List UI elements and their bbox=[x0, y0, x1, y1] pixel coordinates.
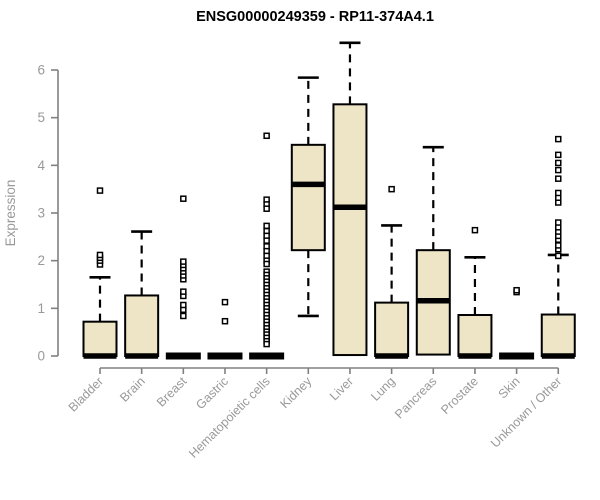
outlier-point bbox=[555, 219, 562, 226]
x-tick-label: Unknown / Other bbox=[488, 374, 564, 450]
outlier-point bbox=[555, 159, 562, 167]
box-rect bbox=[290, 143, 326, 252]
x-tick-label: Prostate bbox=[438, 374, 481, 417]
x-tick-label: Kidney bbox=[277, 374, 314, 411]
outlier-point bbox=[388, 185, 395, 193]
box-pancreas bbox=[415, 145, 451, 356]
x-tick-label: Lung bbox=[368, 374, 398, 404]
x-tick-label: Hematopoietic cells bbox=[186, 374, 273, 461]
outlier-point bbox=[555, 252, 562, 260]
flat-box-bar bbox=[249, 352, 285, 360]
outlier-point bbox=[555, 175, 562, 182]
x-tick-label: Pancreas bbox=[392, 374, 439, 421]
outlier-point bbox=[221, 317, 229, 325]
box-rect bbox=[457, 314, 493, 357]
x-tick-label: Skin bbox=[496, 374, 523, 401]
box-hematopoietic-cells bbox=[249, 132, 285, 360]
box-skin bbox=[499, 286, 535, 360]
outlier-point bbox=[263, 132, 270, 140]
box-kidney bbox=[290, 76, 326, 318]
y-tick-label: 6 bbox=[37, 62, 45, 77]
outlier-point bbox=[263, 222, 270, 230]
outlier-point bbox=[180, 288, 187, 295]
x-tick-label: Liver bbox=[327, 374, 356, 403]
box-rect bbox=[124, 294, 160, 358]
outlier-point bbox=[555, 135, 562, 143]
y-tick-label: 4 bbox=[37, 158, 45, 173]
outlier-point bbox=[471, 226, 479, 234]
box-liver bbox=[332, 41, 368, 357]
x-tick-label: Gastric bbox=[193, 374, 231, 412]
outlier-point bbox=[221, 298, 229, 306]
box-prostate bbox=[457, 226, 493, 359]
outlier-point bbox=[263, 205, 270, 212]
y-tick-label: 1 bbox=[37, 301, 45, 316]
y-tick-label: 2 bbox=[37, 253, 45, 268]
outlier-point bbox=[263, 237, 270, 244]
box-gastric bbox=[207, 298, 243, 360]
flat-box-bar bbox=[207, 352, 243, 360]
box-lung bbox=[374, 185, 410, 359]
y-axis-title: Expression bbox=[3, 180, 18, 247]
outlier-point bbox=[180, 301, 187, 309]
x-tick-label: Bladder bbox=[66, 374, 106, 414]
outlier-point bbox=[555, 151, 562, 159]
box-brain bbox=[124, 230, 160, 359]
x-tick-label: Breast bbox=[154, 374, 190, 410]
box-breast bbox=[165, 195, 201, 360]
y-tick-label: 0 bbox=[37, 349, 45, 364]
y-tick-label: 3 bbox=[37, 205, 45, 220]
outlier-point bbox=[513, 286, 520, 294]
outlier-point bbox=[180, 258, 187, 265]
outlier-point bbox=[96, 187, 104, 194]
x-tick-label: Brain bbox=[117, 374, 148, 405]
box-group bbox=[82, 41, 576, 360]
box-rect bbox=[374, 301, 410, 357]
outlier-point bbox=[555, 242, 562, 249]
outlier-point bbox=[555, 166, 562, 174]
chart-title: ENSG00000249359 - RP11-374A4.1 bbox=[196, 9, 434, 25]
outlier-point bbox=[180, 312, 187, 320]
box-rect bbox=[82, 320, 118, 357]
outlier-point bbox=[263, 260, 270, 268]
outlier-point bbox=[180, 195, 187, 202]
box-unknown-other bbox=[540, 135, 576, 359]
flat-box-bar bbox=[165, 352, 201, 360]
box-bladder bbox=[82, 187, 118, 359]
y-tick-label: 5 bbox=[37, 110, 45, 125]
box-rect bbox=[540, 313, 576, 358]
outlier-point bbox=[555, 189, 562, 197]
outlier-point bbox=[263, 340, 270, 348]
outlier-point bbox=[96, 251, 104, 259]
box-rect bbox=[332, 103, 368, 357]
y-axis: 0 1 2 3 4 5 6 bbox=[37, 62, 59, 364]
flat-box-bar bbox=[499, 352, 535, 360]
